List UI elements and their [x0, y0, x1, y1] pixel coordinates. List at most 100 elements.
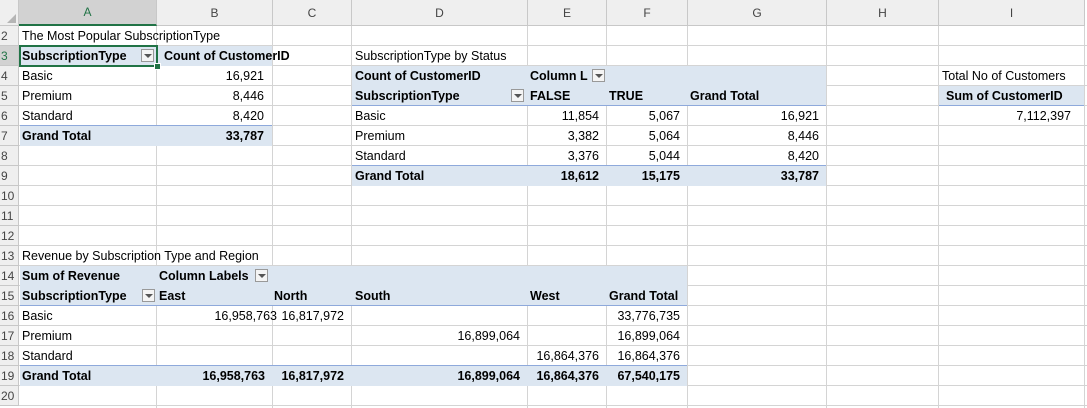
row-header-9[interactable]: 9 [0, 166, 19, 186]
row-header-4[interactable]: 4 [0, 66, 19, 86]
pivot2-column-filter-dropdown-icon[interactable] [592, 69, 605, 82]
pivot2-row-header[interactable]: SubscriptionType [355, 89, 460, 103]
pivot1-row-label[interactable]: Premium [22, 89, 73, 103]
pivot1-value-header[interactable]: Count of CustomerID [164, 49, 290, 63]
pivot1-row-value[interactable]: 8,446 [232, 89, 264, 103]
pivot1-row-value[interactable]: 8,420 [232, 109, 264, 123]
pivot4-cell-west[interactable] [528, 306, 599, 326]
pivot4-cell-south[interactable] [352, 346, 520, 366]
pivot1-filter-dropdown-icon[interactable] [141, 49, 154, 62]
pivot4-cell-north[interactable]: 16,817,972 [281, 309, 344, 323]
pivot1-row-header[interactable]: SubscriptionType [22, 49, 127, 63]
pivot4-col-south[interactable]: South [355, 289, 391, 303]
pivot4-col-west[interactable]: West [530, 289, 560, 303]
column-header-i[interactable]: I [939, 0, 1085, 26]
pivot4-grand-total-west[interactable]: 16,864,376 [536, 369, 599, 383]
pivot3-value[interactable]: 7,112,397 [1016, 109, 1071, 123]
column-header-a[interactable]: A [19, 0, 157, 26]
pivot2-values-label[interactable]: Count of CustomerID [355, 69, 481, 83]
pivot2-cell-total[interactable]: 16,921 [780, 109, 819, 123]
pivot4-row-filter-dropdown-icon[interactable] [142, 289, 155, 302]
pivot2-grand-total-false[interactable]: 18,612 [560, 169, 599, 183]
pivot2-row-label[interactable]: Premium [355, 129, 406, 143]
row-header-6[interactable]: 6 [0, 106, 19, 126]
column-header-c[interactable]: C [273, 0, 352, 26]
pivot1-title[interactable]: The Most Popular SubscriptionType [22, 29, 221, 43]
row-header-19[interactable]: 19 [0, 366, 19, 386]
pivot4-cell-south[interactable] [352, 306, 520, 326]
row-header-18[interactable]: 18 [0, 346, 19, 366]
pivot4-grand-total-east[interactable]: 16,958,763 [202, 369, 265, 383]
column-header-d[interactable]: D [352, 0, 528, 26]
pivot4-col-east[interactable]: East [159, 289, 186, 303]
pivot4-row-label[interactable]: Basic [22, 309, 53, 323]
pivot1-row-value[interactable]: 16,921 [225, 69, 264, 83]
pivot1-row-label[interactable]: Basic [22, 69, 53, 83]
pivot2-cell-total[interactable]: 8,446 [787, 129, 819, 143]
row-header-7[interactable]: 7 [0, 126, 19, 146]
pivot4-cell-total[interactable]: 33,776,735 [617, 309, 680, 323]
pivot4-cell-west[interactable] [528, 326, 599, 346]
pivot4-col-north[interactable]: North [274, 289, 308, 303]
pivot4-cell-total[interactable]: 16,899,064 [617, 329, 680, 343]
pivot4-row-label[interactable]: Premium [22, 329, 73, 343]
pivot2-title[interactable]: SubscriptionType by Status [355, 49, 507, 63]
pivot4-cell-south[interactable]: 16,899,064 [457, 329, 520, 343]
pivot4-grand-total-south[interactable]: 16,899,064 [457, 369, 520, 383]
row-header-12[interactable]: 12 [0, 226, 19, 246]
pivot2-cell-true[interactable]: 5,067 [648, 109, 680, 123]
row-header-13[interactable]: 13 [0, 246, 19, 266]
pivot4-column-filter-dropdown-icon[interactable] [255, 269, 268, 282]
pivot1-grand-total-value[interactable]: 33,787 [225, 129, 264, 143]
row-header-11[interactable]: 11 [0, 206, 19, 226]
column-header-b[interactable]: B [157, 0, 273, 26]
pivot4-column-labels[interactable]: Column Labels [159, 269, 249, 283]
pivot2-col-false[interactable]: FALSE [530, 89, 571, 103]
pivot2-cell-true[interactable]: 5,044 [648, 149, 680, 163]
row-header-2[interactable]: 2 [0, 26, 19, 46]
row-header-20[interactable]: 20 [0, 386, 19, 406]
pivot4-grand-total-north[interactable]: 16,817,972 [281, 369, 344, 383]
row-header-3[interactable]: 3 [0, 46, 19, 66]
row-header-17[interactable]: 17 [0, 326, 19, 346]
pivot3-header[interactable]: Sum of CustomerID [946, 89, 1063, 103]
column-header-f[interactable]: F [607, 0, 688, 26]
row-header-15[interactable]: 15 [0, 286, 19, 306]
pivot4-col-grand-total[interactable]: Grand Total [609, 289, 679, 303]
active-cell-selection[interactable] [19, 45, 158, 67]
row-header-8[interactable]: 8 [0, 146, 19, 166]
row-header-16[interactable]: 16 [0, 306, 19, 326]
pivot2-cell-false[interactable]: 3,376 [567, 149, 599, 163]
pivot2-row-filter-dropdown-icon[interactable] [511, 89, 524, 102]
pivot4-cell-east[interactable] [157, 326, 265, 346]
row-header-10[interactable]: 10 [0, 186, 19, 206]
pivot4-row-label[interactable]: Standard [22, 349, 73, 363]
pivot4-grand-total-label[interactable]: Grand Total [22, 369, 92, 383]
pivot2-row-label[interactable]: Basic [355, 109, 386, 123]
pivot4-row-header[interactable]: SubscriptionType [22, 289, 127, 303]
pivot1-row-label[interactable]: Standard [22, 109, 73, 123]
pivot2-cell-true[interactable]: 5,064 [648, 129, 680, 143]
pivot4-cell-west[interactable]: 16,864,376 [536, 349, 599, 363]
column-header-g[interactable]: G [688, 0, 827, 26]
pivot2-column-labels[interactable]: Column L [530, 69, 588, 83]
pivot4-cell-north[interactable] [273, 326, 344, 346]
pivot3-title[interactable]: Total No of Customers [942, 69, 1066, 83]
pivot4-cell-east[interactable] [157, 346, 265, 366]
pivot2-col-true[interactable]: TRUE [609, 89, 644, 103]
column-header-e[interactable]: E [528, 0, 607, 26]
pivot2-cell-false[interactable]: 3,382 [567, 129, 599, 143]
pivot4-cell-east[interactable]: 16,958,763 [214, 309, 277, 323]
pivot4-values-label[interactable]: Sum of Revenue [22, 269, 120, 283]
pivot4-title[interactable]: Revenue by Subscription Type and Region [22, 249, 259, 263]
row-header-5[interactable]: 5 [0, 86, 19, 106]
row-header-14[interactable]: 14 [0, 266, 19, 286]
pivot4-cell-north[interactable] [273, 346, 344, 366]
pivot4-grand-total-total[interactable]: 67,540,175 [617, 369, 680, 383]
column-header-h[interactable]: H [827, 0, 939, 26]
pivot4-cell-total[interactable]: 16,864,376 [617, 349, 680, 363]
select-all-corner[interactable] [0, 0, 19, 26]
pivot2-grand-total-label[interactable]: Grand Total [355, 169, 425, 183]
pivot2-row-label[interactable]: Standard [355, 149, 406, 163]
pivot2-cell-false[interactable]: 11,854 [561, 109, 599, 123]
